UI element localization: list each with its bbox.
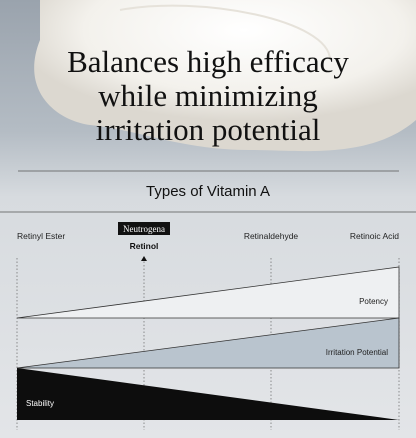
stability-wedge (17, 368, 399, 420)
band-label: Irritation Potential (326, 348, 388, 357)
potency-wedge (16, 266, 400, 319)
arrow-head (141, 256, 147, 261)
stage-label: Retinyl Ester (17, 231, 65, 241)
cream-swirl (34, 0, 416, 152)
stage-label: Retinaldehyde (244, 231, 299, 241)
brand: Neutrogena (123, 224, 165, 234)
stage-label: Retinoic Acid (350, 231, 399, 241)
subtitle: Types of Vitamin A (146, 183, 270, 200)
brand-box (118, 222, 170, 235)
stage-label: Retinol (130, 241, 159, 251)
headline: while minimizing (98, 78, 318, 113)
cream-fold (119, 4, 331, 61)
band-label: Potency (359, 297, 388, 306)
irritation-wedge (16, 317, 400, 369)
headline: irritation potential (96, 112, 321, 147)
headline: Balances high efficacy (67, 44, 349, 79)
band-label: Stability (26, 399, 54, 408)
